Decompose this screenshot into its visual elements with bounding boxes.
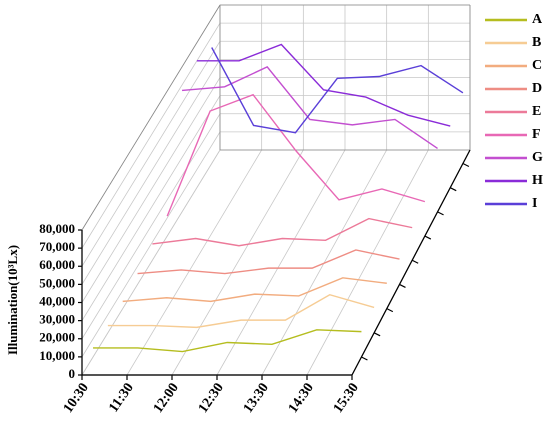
depth-tick <box>462 162 470 168</box>
legend-label: H <box>532 173 543 188</box>
y-tick-label: 80,000 <box>39 221 75 236</box>
depth-tick <box>361 356 368 361</box>
x-tick-label: 12:00 <box>151 381 182 416</box>
x-tick-label: 11:30 <box>106 381 137 416</box>
y-tick-label: 20,000 <box>39 330 75 345</box>
frame-edge <box>81 4 221 231</box>
y-axis-title: Illumination(10³Lx) <box>5 245 20 355</box>
series-line <box>181 66 438 150</box>
category-grid-line <box>351 5 471 376</box>
y-tick-label: 50,000 <box>39 275 75 290</box>
depth-tick <box>437 211 444 216</box>
category-grid-line <box>306 5 429 376</box>
series-line <box>152 217 413 247</box>
y-tick-label: 30,000 <box>39 312 75 327</box>
y-tick-label: 40,000 <box>39 293 75 308</box>
depth-tick <box>411 259 419 264</box>
y-tick-label: 10,000 <box>39 348 75 363</box>
legend-label: D <box>532 81 542 96</box>
series-line <box>137 249 400 275</box>
series-line <box>107 293 375 329</box>
y-tick-label: 60,000 <box>39 257 75 272</box>
legend-label: I <box>532 196 537 211</box>
series-line <box>166 93 426 217</box>
series-line <box>93 329 362 353</box>
y-tick-label: 70,000 <box>39 239 75 254</box>
depth-tick <box>449 187 457 192</box>
x-tick-label: 14:30 <box>286 381 317 416</box>
x-tick-label: 13:30 <box>241 381 272 416</box>
legend-label: B <box>532 35 541 50</box>
legend-label: F <box>532 127 541 142</box>
axis-line <box>351 149 471 376</box>
legend-label: G <box>532 150 543 165</box>
x-tick-label: 15:30 <box>331 381 362 416</box>
depth-tick <box>399 283 406 288</box>
series-line <box>122 277 387 303</box>
x-tick-label: 10:30 <box>61 381 92 416</box>
legend-label: E <box>532 104 541 119</box>
depth-tick <box>373 332 381 337</box>
series-line <box>211 47 464 134</box>
depth-tick <box>386 308 394 313</box>
depth-tick <box>424 235 432 240</box>
legend-label: A <box>532 12 543 27</box>
legend-label: C <box>532 58 542 73</box>
series-line <box>196 43 451 127</box>
x-tick-label: 12:30 <box>196 381 227 416</box>
y-tick-label: 0 <box>69 366 76 381</box>
